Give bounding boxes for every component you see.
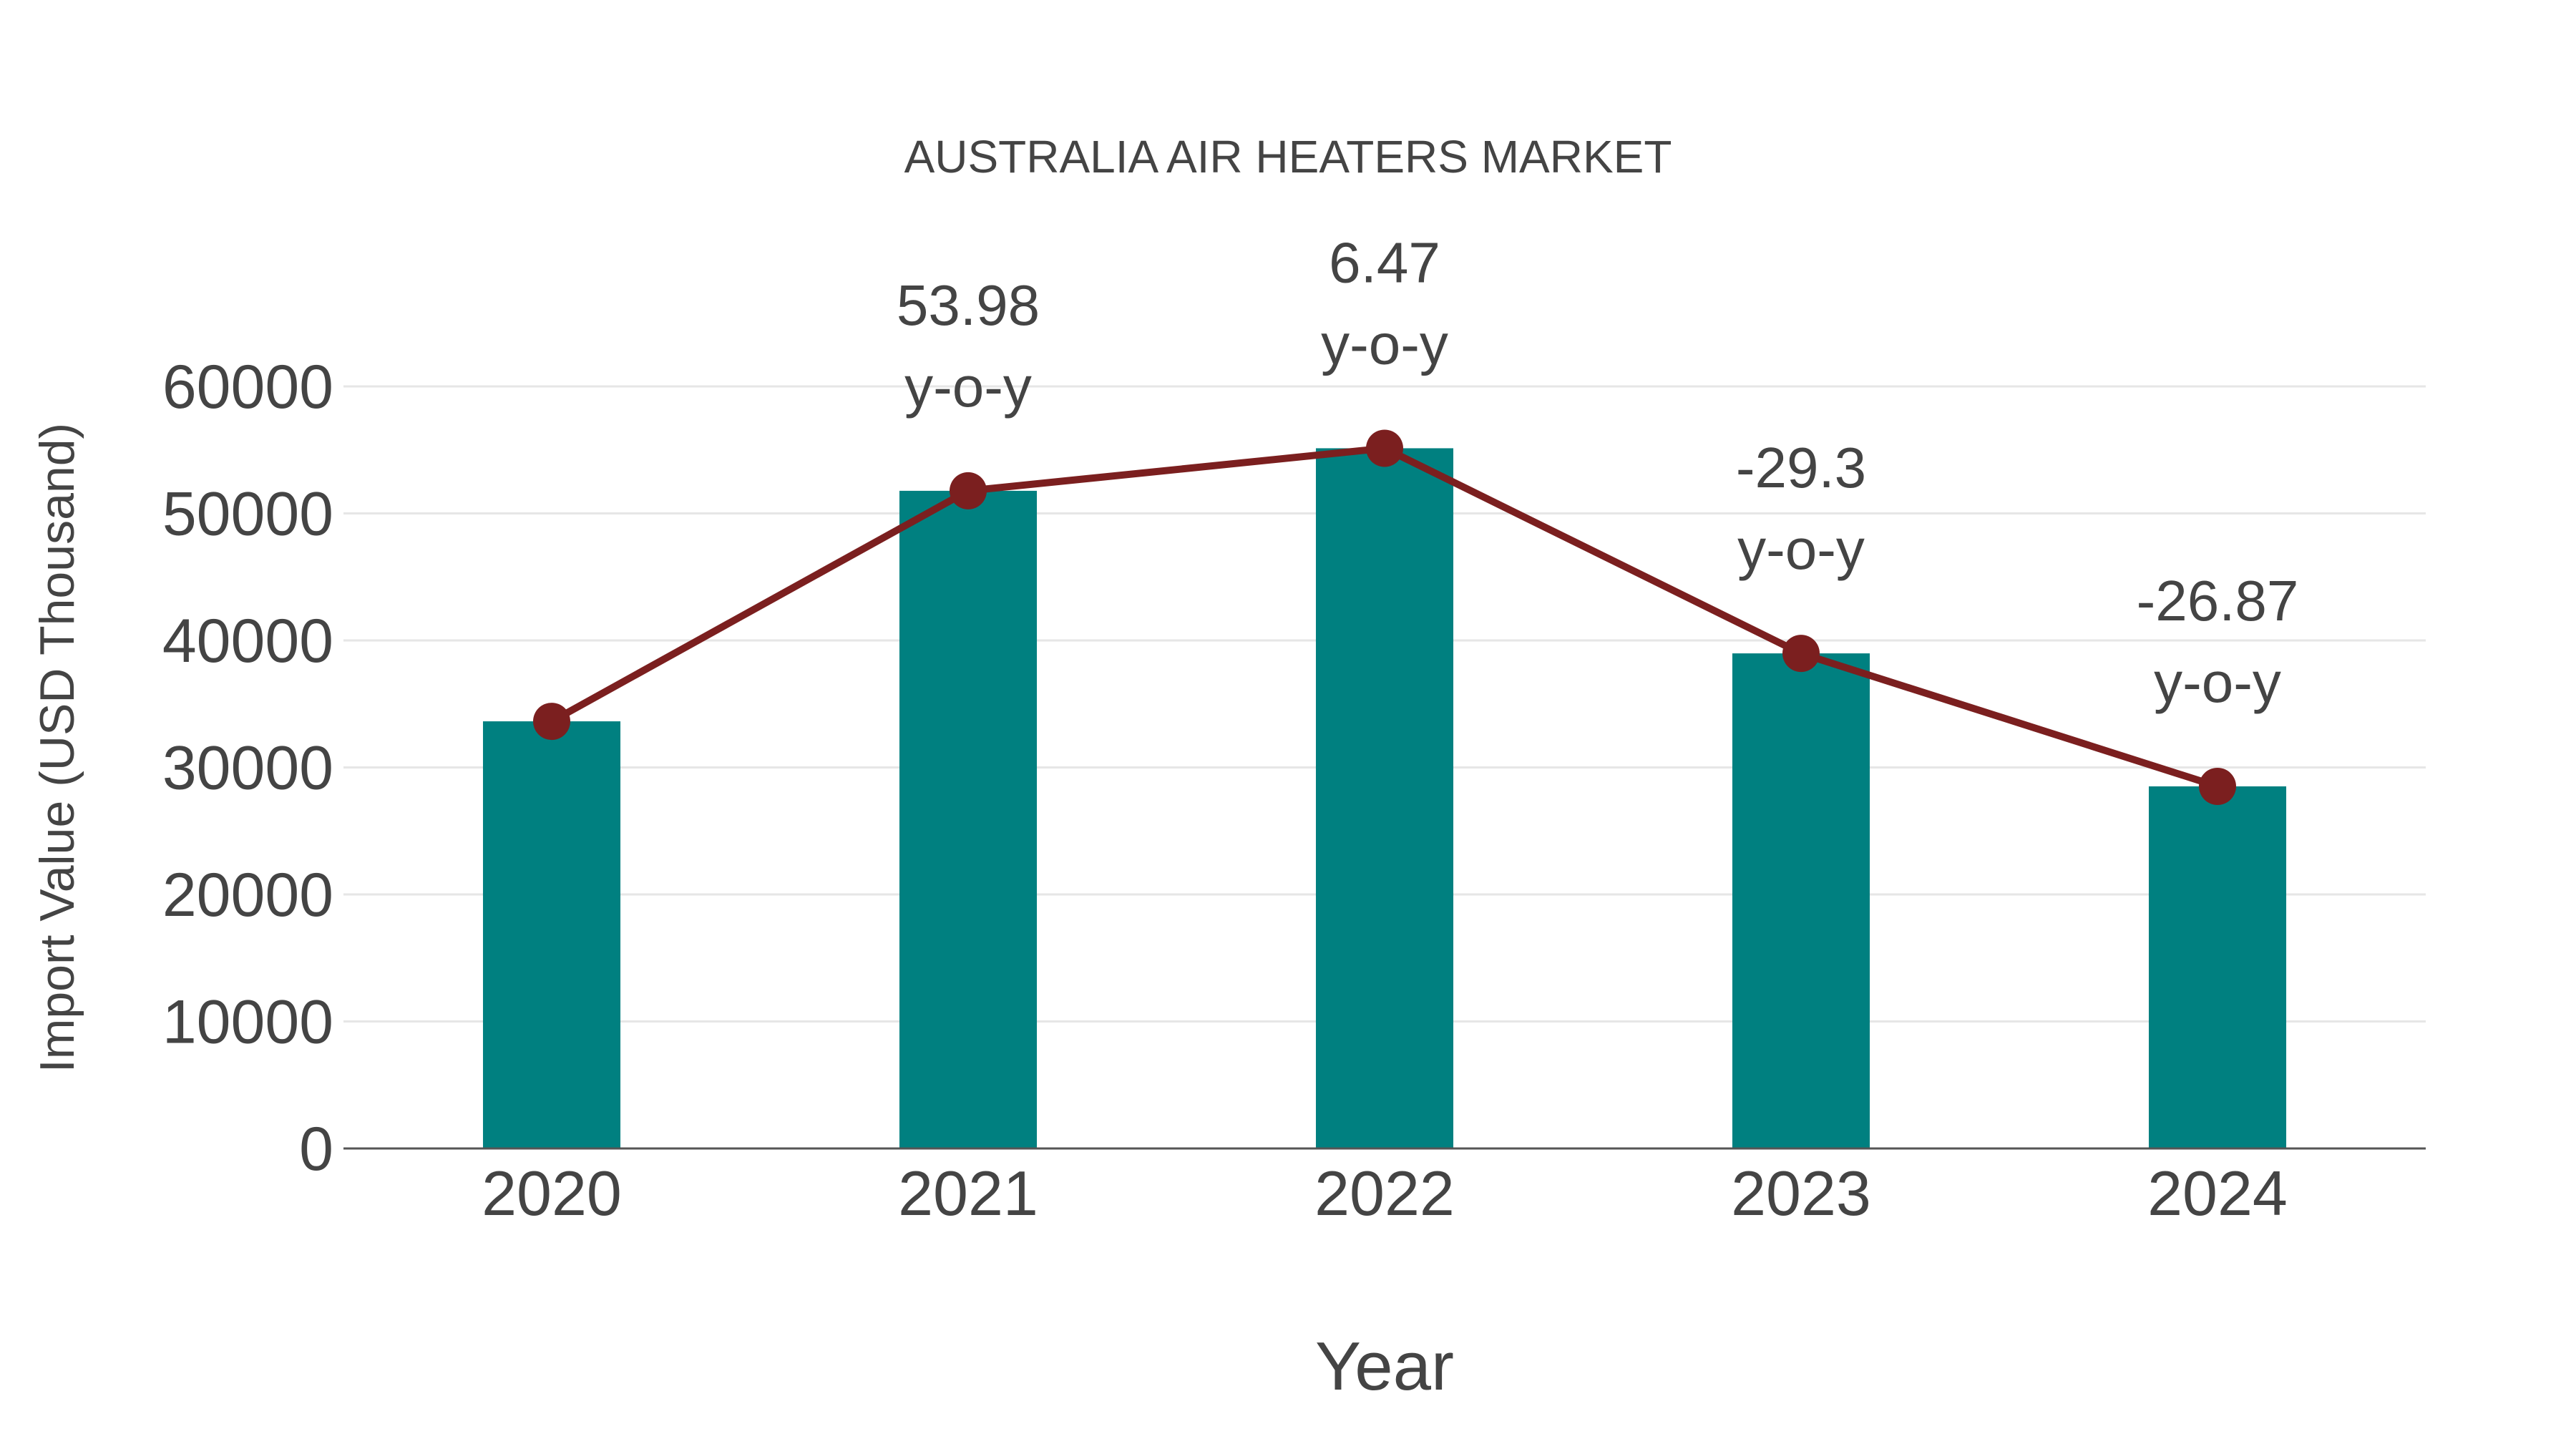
marker-2022: [1366, 429, 1403, 467]
y-tick-label: 50000: [162, 480, 333, 549]
yoy-suffix: y-o-y: [1321, 312, 1448, 376]
bar-2020: [482, 721, 621, 1148]
marker-2021: [950, 472, 987, 509]
marker-2024: [2199, 767, 2236, 805]
y-tick-label: 30000: [162, 734, 333, 803]
x-tick-label: 2020: [482, 1158, 622, 1229]
yoy-suffix: y-o-y: [904, 355, 1032, 419]
yoy-suffix: y-o-y: [2154, 650, 2281, 714]
marker-2020: [533, 703, 570, 741]
y-tick-label: 40000: [162, 607, 333, 675]
x-tick-label: 2021: [898, 1158, 1038, 1229]
yoy-value: 53.98: [897, 273, 1040, 337]
x-axis-title: Year: [1315, 1328, 1454, 1405]
y-tick-label: 60000: [162, 353, 333, 421]
y-tick-label: 0: [299, 1115, 333, 1184]
y-tick-label: 10000: [162, 988, 333, 1057]
bar-2022: [1315, 448, 1454, 1148]
bar-2023: [1732, 653, 1870, 1148]
y-tick-label: 20000: [162, 861, 333, 930]
y-axis-ticks: 0 10000 20000 30000 40000 50000 60000: [162, 353, 333, 1184]
bar-2024: [2148, 786, 2287, 1148]
y-axis-title: Import Value (USD Thousand): [30, 422, 84, 1073]
bars: [482, 448, 2287, 1148]
x-axis-ticks: 2020 2021 2022 2023 2024: [482, 1158, 2288, 1229]
yoy-suffix: y-o-y: [1737, 517, 1865, 581]
yoy-annotations: 53.98 y-o-y 6.47 y-o-y -29.3 y-o-y -26.87 y-o-y: [897, 230, 2299, 714]
x-tick-label: 2022: [1314, 1158, 1455, 1229]
x-tick-label: 2023: [1731, 1158, 1871, 1229]
yoy-value: 6.47: [1329, 230, 1440, 294]
bar-2021: [899, 490, 1038, 1148]
x-tick-label: 2024: [2147, 1158, 2288, 1229]
yoy-value: -26.87: [2137, 569, 2299, 633]
chart-title: AUSTRALIA AIR HEATERS MARKET: [904, 131, 1672, 182]
marker-2023: [1782, 635, 1820, 673]
yoy-value: -29.3: [1736, 436, 1866, 499]
trend-markers: [533, 429, 2236, 805]
